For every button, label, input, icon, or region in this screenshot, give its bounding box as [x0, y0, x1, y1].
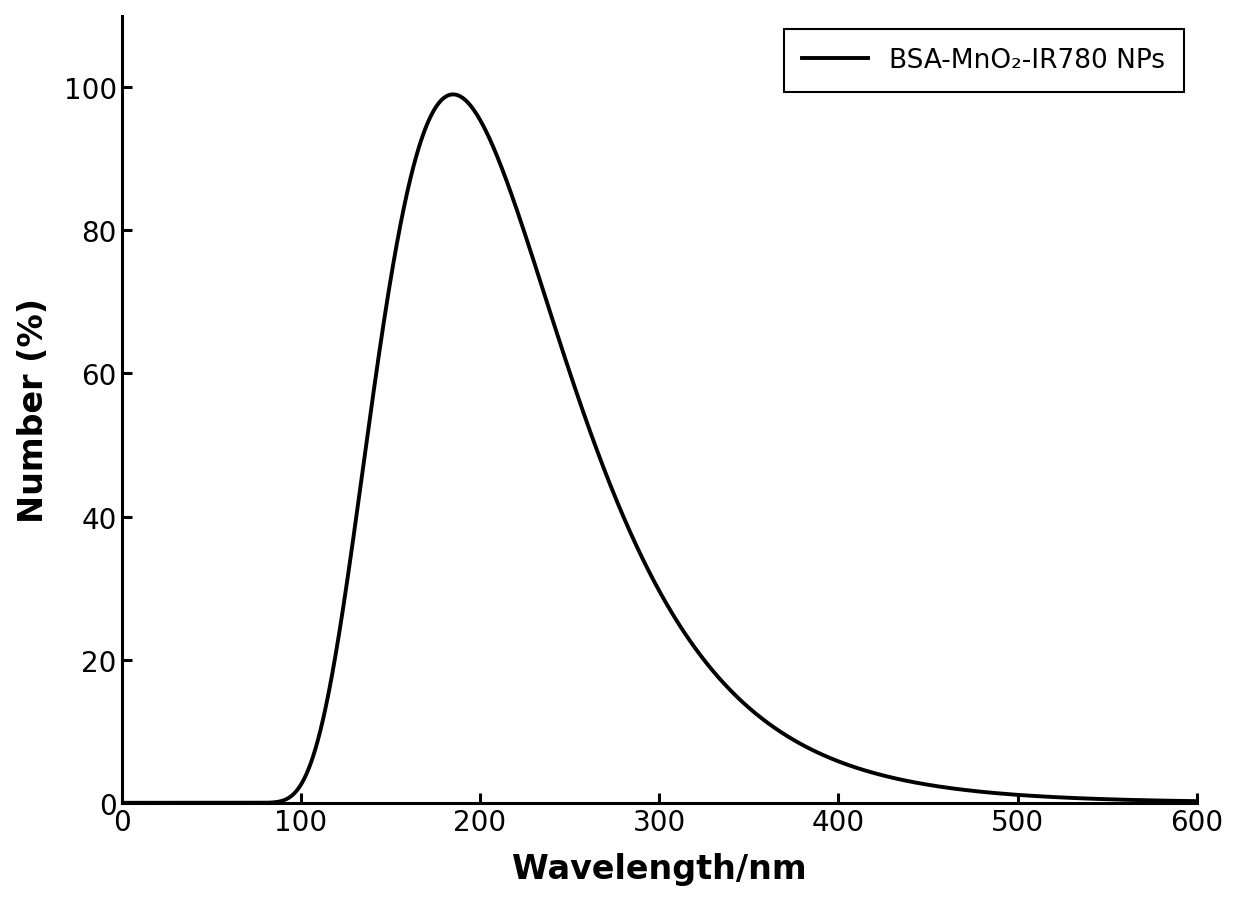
- X-axis label: Wavelength/nm: Wavelength/nm: [512, 852, 806, 886]
- Legend: BSA-MnO₂-IR780 NPs: BSA-MnO₂-IR780 NPs: [784, 30, 1183, 93]
- Y-axis label: Number (%): Number (%): [16, 298, 50, 522]
